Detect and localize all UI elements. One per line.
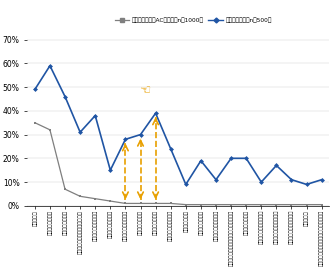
Text: ☜: ☜ [139,84,151,97]
Legend: 自由記述形式（AC集計）（n＝1000）, 複数選択形式（n＝500）: 自由記述形式（AC集計）（n＝1000）, 複数選択形式（n＝500） [113,16,274,26]
